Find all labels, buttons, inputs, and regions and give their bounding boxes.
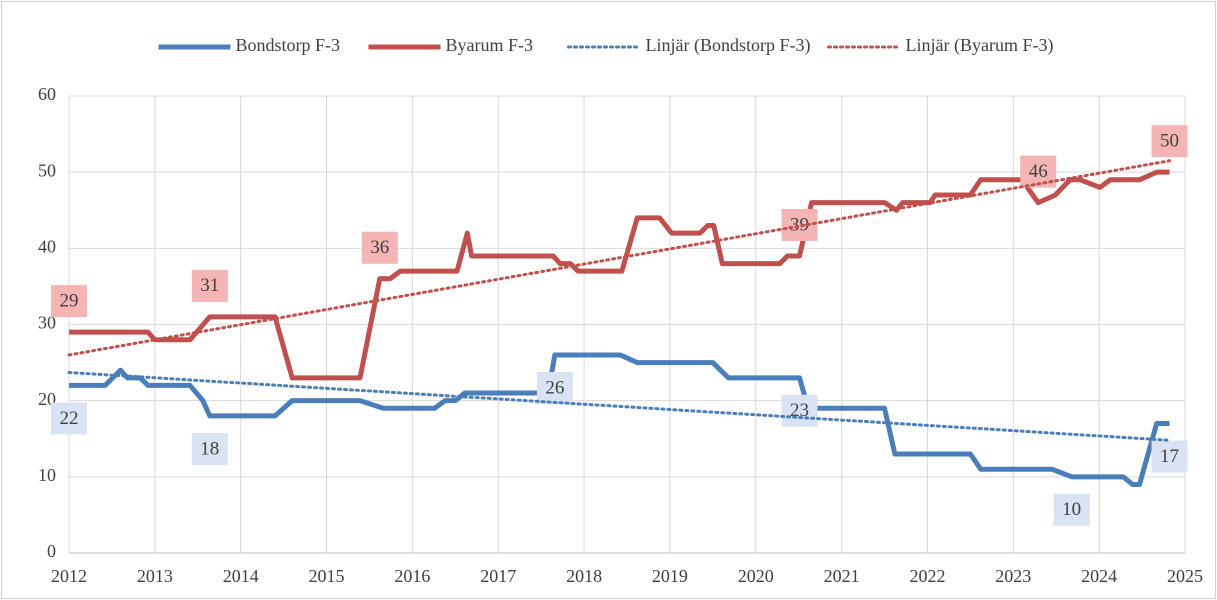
- x-tick-label: 2019: [652, 566, 688, 586]
- data-label-box: [781, 394, 818, 427]
- x-tick-label: 2018: [566, 566, 602, 586]
- data-label-box: [51, 285, 87, 318]
- data-label: 39: [790, 214, 809, 235]
- data-label: 18: [200, 438, 219, 459]
- y-tick-label: 60: [38, 84, 56, 104]
- x-tick-label: 2013: [137, 566, 173, 586]
- y-tick-label: 40: [38, 236, 56, 256]
- data-label: 50: [1160, 131, 1179, 152]
- data-label-box: [51, 402, 87, 435]
- x-tick-label: 2023: [995, 566, 1031, 586]
- y-tick-label: 30: [38, 313, 56, 333]
- x-tick-label: 2012: [51, 566, 87, 586]
- y-tick-label: 50: [38, 160, 56, 180]
- data-label-box: [781, 208, 818, 241]
- x-tick-label: 2021: [824, 566, 860, 586]
- data-label-box: [1151, 440, 1188, 473]
- series-line: [67, 159, 1172, 357]
- data-label-box: [1053, 493, 1090, 526]
- legend-label: Linjär (Bondstorp F-3): [646, 35, 811, 56]
- data-label-box: [1151, 125, 1188, 158]
- series-line: [69, 169, 1170, 381]
- x-tick-label: 2014: [223, 566, 259, 586]
- data-label: 26: [545, 377, 564, 398]
- x-tick-label: 2024: [1081, 566, 1117, 586]
- x-tick-label: 2016: [394, 566, 430, 586]
- data-label: 22: [60, 408, 79, 429]
- data-label-box: [191, 432, 228, 465]
- data-label-box: [361, 231, 398, 264]
- data-label: 10: [1062, 499, 1081, 520]
- y-tick-label: 0: [47, 541, 56, 561]
- data-label: 46: [1029, 161, 1048, 182]
- legend-label: Linjär (Byarum F-3): [906, 35, 1054, 56]
- legend-label: Bondstorp F-3: [236, 35, 341, 55]
- legend-label: Byarum F-3: [446, 35, 534, 55]
- x-tick-label: 2017: [480, 566, 516, 586]
- x-tick-label: 2025: [1167, 566, 1203, 586]
- data-label: 31: [200, 275, 219, 296]
- data-label-box: [536, 371, 573, 404]
- series-line: [67, 370, 1172, 442]
- data-label: 17: [1160, 446, 1179, 467]
- x-tick-label: 2020: [738, 566, 774, 586]
- data-label-box: [191, 269, 228, 302]
- data-label: 36: [370, 237, 389, 258]
- data-label: 29: [60, 290, 79, 311]
- x-tick-label: 2022: [909, 566, 945, 586]
- y-tick-label: 10: [38, 465, 56, 485]
- x-tick-label: 2015: [309, 566, 345, 586]
